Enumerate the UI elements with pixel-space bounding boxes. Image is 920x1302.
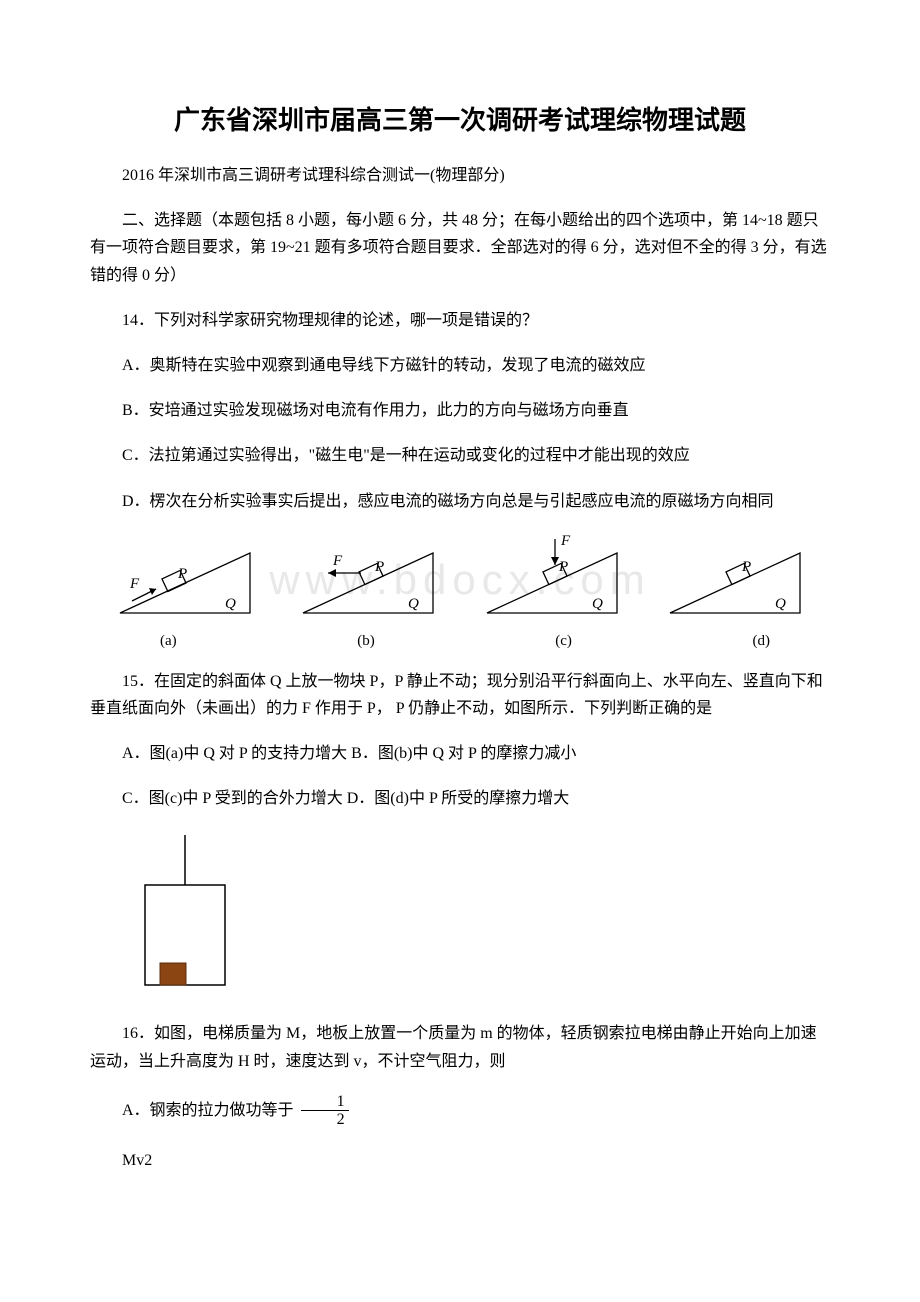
q16-stem: 16．如图，电梯质量为 M，地板上放置一个质量为 m 的物体，轻质钢索拉电梯由静… [90,1020,830,1074]
q14-option-b: B．安培通过实验发现磁场对电流有作用力，此力的方向与磁场方向垂直 [90,397,830,424]
diag-label-a: (a) [160,633,177,650]
diagram-16 [130,830,830,1005]
incline-diagram-c: F P Q [467,533,637,628]
svg-text:Q: Q [408,596,419,612]
svg-text:P: P [558,559,568,575]
q14-option-d: D．楞次在分析实验事实后提出，感应电流的磁场方向总是与引起感应电流的原磁场方向相… [90,488,830,515]
q14-option-c: C．法拉第通过实验得出，"磁生电"是一种在运动或变化的过程中才能出现的效应 [90,442,830,469]
incline-diagram-a: F P Q [100,533,270,628]
diag-label-c: (c) [555,633,572,650]
q14-stem: 14．下列对科学家研究物理规律的论述，哪一项是错误的？ [90,307,830,334]
q16-a-tail: Mv2 [90,1147,830,1174]
fraction-half: 1 2 [301,1093,349,1129]
svg-text:F: F [332,553,343,569]
svg-text:P: P [741,559,751,575]
fraction-denominator: 2 [301,1111,349,1129]
svg-text:Q: Q [775,596,786,612]
diag-label-b: (b) [357,633,375,650]
fraction-numerator: 1 [301,1093,349,1112]
subtitle: 2016 年深圳市高三调研考试理科综合测试一(物理部分) [90,162,830,189]
svg-text:Q: Q [225,596,236,612]
page-title: 广东省深圳市届高三第一次调研考试理综物理试题 [90,100,830,137]
q15-option-ab: A．图(a)中 Q 对 P 的支持力增大 B．图(b)中 Q 对 P 的摩擦力减… [90,740,830,767]
svg-text:F: F [560,533,571,549]
q16-option-a: A．钢索的拉力做功等于 1 2 [90,1093,830,1129]
diagram-15-wrapper: www.bdocx.com F P Q F P Q F P Q [90,533,830,628]
diag-label-d: (d) [753,633,771,650]
q16-a-prefix: A．钢索的拉力做功等于 [122,1102,294,1119]
incline-diagram-d: P Q [650,533,820,628]
incline-diagram-b: F P Q [283,533,453,628]
svg-text:F: F [129,576,140,592]
q14-option-a: A．奥斯特在实验中观察到通电导线下方磁针的转动，发现了电流的磁效应 [90,352,830,379]
svg-text:P: P [177,566,187,582]
q15-option-cd: C．图(c)中 P 受到的合外力增大 D．图(d)中 P 所受的摩擦力增大 [90,785,830,812]
svg-text:Q: Q [592,596,603,612]
q15-stem: 15．在固定的斜面体 Q 上放一物块 P，P 静止不动；现分别沿平行斜面向上、水… [90,668,830,722]
svg-text:P: P [374,559,384,575]
instruction: 二、选择题（本题包括 8 小题，每小题 6 分，共 48 分；在每小题给出的四个… [90,207,830,289]
diagram-15-labels: (a) (b) (c) (d) [90,633,830,650]
